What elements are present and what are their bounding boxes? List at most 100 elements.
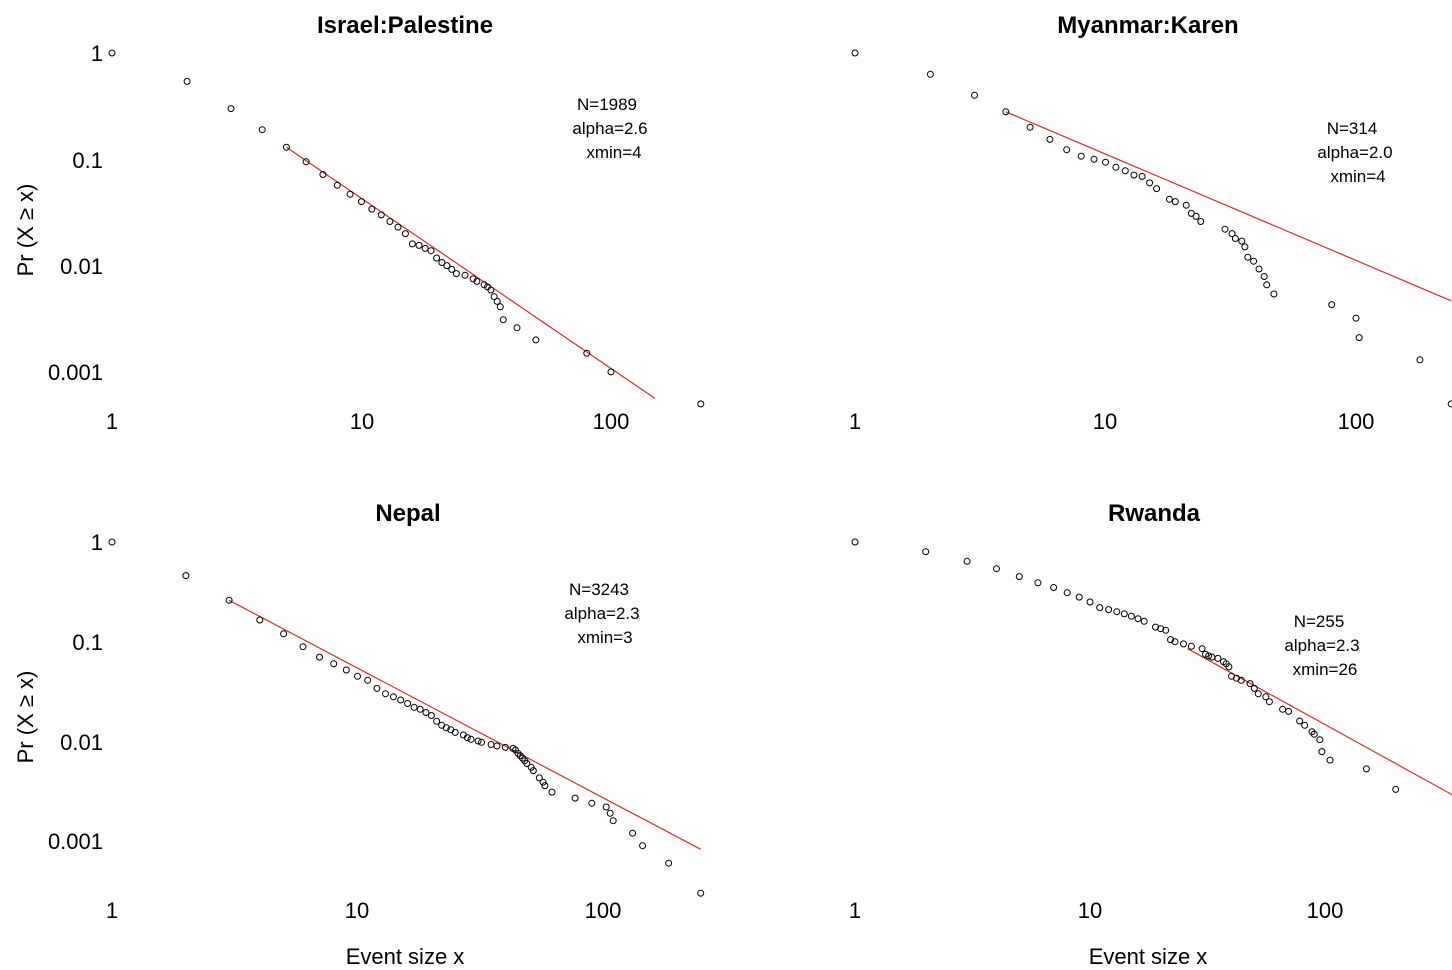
data-point <box>433 717 441 725</box>
data-point <box>467 735 475 743</box>
data-point <box>1153 185 1161 193</box>
data-point <box>539 778 547 786</box>
data-point <box>422 709 430 716</box>
data-point <box>415 241 423 249</box>
data-point <box>1113 608 1121 616</box>
data-point <box>1130 171 1138 179</box>
data-point <box>1162 626 1170 634</box>
data-point <box>1138 172 1146 180</box>
annotation-xmin: xmin=4 <box>1330 167 1385 186</box>
data-point <box>389 693 397 701</box>
data-point <box>282 143 290 151</box>
annotation-xmin: xmin=3 <box>577 628 632 647</box>
data-point <box>1392 785 1400 793</box>
x-tick-label: 100 <box>593 409 630 434</box>
data-point <box>1171 638 1179 646</box>
x-axis-label: Event size x <box>1089 944 1208 969</box>
data-point <box>1034 579 1042 587</box>
data-point <box>1063 146 1071 154</box>
data-point <box>1326 756 1334 764</box>
data-point <box>514 749 522 757</box>
data-point <box>487 286 495 294</box>
data-point <box>1050 584 1058 591</box>
data-point <box>1265 698 1273 706</box>
data-point <box>438 259 446 266</box>
data-point <box>1198 645 1206 653</box>
data-point <box>1238 237 1246 245</box>
y-axis-label: Pr (X ≥ x) <box>13 184 38 277</box>
data-point <box>1328 301 1336 309</box>
data-point <box>1182 201 1190 209</box>
data-point <box>368 205 376 213</box>
data-point <box>1270 290 1278 298</box>
panel-israel-palestine: Israel:Palestine 1 0.1 0.01 0.001 1 10 1… <box>13 12 705 434</box>
data-point <box>108 538 116 546</box>
data-point <box>697 889 705 897</box>
data-point <box>1121 167 1129 175</box>
data-point <box>922 548 930 556</box>
data-point <box>1102 158 1109 166</box>
data-point <box>1046 135 1054 143</box>
annotation-xmin: xmin=4 <box>586 143 641 162</box>
data-point <box>1296 717 1304 725</box>
annotation-n: N=314 <box>1327 119 1378 138</box>
data-point <box>1146 179 1154 187</box>
data-point <box>496 303 504 311</box>
data-point <box>541 782 549 790</box>
data-point <box>1285 707 1293 715</box>
data-point <box>606 809 614 817</box>
y-tick-label: 0.1 <box>72 148 103 173</box>
data-point <box>319 171 327 178</box>
data-point <box>443 262 451 270</box>
data-point <box>333 181 341 189</box>
annotation-xmin: xmin=26 <box>1293 660 1358 679</box>
y-tick-label: 1 <box>91 41 103 66</box>
data-point <box>1096 604 1104 612</box>
data-point <box>373 684 381 692</box>
y-tick-label: 0.01 <box>60 730 103 755</box>
x-tick-label: 1 <box>106 409 118 434</box>
data-point <box>463 734 471 742</box>
data-point <box>1310 730 1318 738</box>
data-point <box>448 265 456 273</box>
data-point <box>501 743 509 751</box>
fit-line <box>228 599 701 850</box>
data-point <box>364 676 372 684</box>
y-tick-label: 0.001 <box>48 829 103 854</box>
data-point <box>182 572 190 580</box>
data-point <box>342 666 350 674</box>
data-point <box>408 240 416 248</box>
data-point <box>1254 690 1262 698</box>
data-point <box>1180 640 1187 648</box>
data-point <box>963 557 971 565</box>
data-point <box>478 738 485 746</box>
panel-title: Myanmar:Karen <box>1057 12 1238 39</box>
data-point <box>1255 265 1263 273</box>
data-point <box>427 247 435 255</box>
panel-myanmar-karen: Myanmar:Karen 1 10 100 N=314 alpha=2.0 x… <box>849 12 1452 434</box>
data-point <box>1063 589 1071 597</box>
data-point <box>401 230 409 238</box>
annotation-n: N=255 <box>1294 612 1345 631</box>
data-point <box>1355 334 1363 342</box>
data-point <box>382 690 389 698</box>
fit-line <box>286 146 656 399</box>
y-tick-label: 1 <box>91 530 103 555</box>
data-point <box>1090 155 1098 163</box>
data-point <box>473 277 481 285</box>
data-point <box>1205 652 1213 660</box>
data-point <box>1026 123 1034 131</box>
data-point <box>410 703 418 711</box>
data-point <box>280 630 288 638</box>
data-point <box>1246 680 1254 688</box>
data-point <box>225 596 233 604</box>
data-point <box>851 49 859 57</box>
data-point <box>316 653 323 661</box>
data-point <box>1077 152 1085 160</box>
data-point <box>607 368 615 376</box>
data-point <box>299 643 307 651</box>
annotation-n: N=1989 <box>577 95 637 114</box>
data-point <box>993 565 1000 573</box>
data-point <box>535 774 543 782</box>
